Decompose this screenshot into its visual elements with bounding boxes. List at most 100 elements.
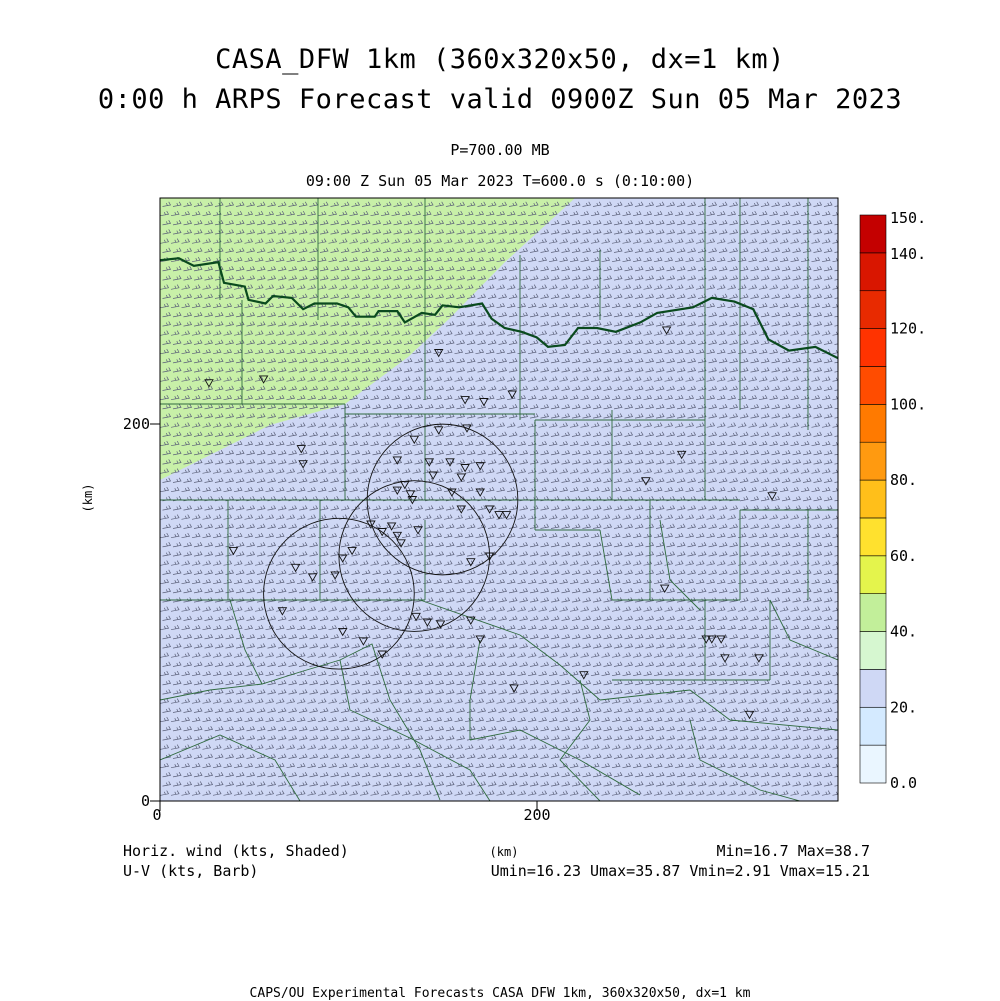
station-marker bbox=[767, 492, 777, 501]
footer-credit: CAPS/OU Experimental Forecasts CASA DFW … bbox=[249, 986, 751, 1001]
station-marker bbox=[228, 546, 239, 556]
station-marker bbox=[659, 584, 670, 594]
station-marker bbox=[435, 620, 446, 629]
color-bar-label: 120. bbox=[890, 320, 926, 338]
y-axis-unit-label: (km) bbox=[81, 484, 95, 513]
station-marker bbox=[475, 488, 485, 497]
color-bar-label: 60. bbox=[890, 547, 917, 565]
station-marker bbox=[405, 490, 416, 499]
station-marker bbox=[337, 554, 348, 563]
uv-stats-label: Umin=16.23 Umax=35.87 Vmin=2.91 Vmax=15.… bbox=[491, 862, 870, 880]
station-marker bbox=[330, 571, 340, 580]
station-marker bbox=[494, 511, 504, 520]
station-marker bbox=[258, 375, 269, 384]
station-marker bbox=[460, 464, 470, 473]
station-marker bbox=[676, 450, 687, 460]
station-marker bbox=[337, 627, 348, 637]
station-marker bbox=[661, 326, 672, 335]
station-marker bbox=[290, 563, 301, 573]
station-marker bbox=[484, 552, 495, 561]
station-marker bbox=[366, 520, 376, 529]
color-bar-swatch bbox=[859, 366, 887, 405]
county-boundaries bbox=[160, 198, 838, 801]
station-marker bbox=[392, 531, 403, 541]
station-marker bbox=[392, 486, 403, 496]
station-marker bbox=[422, 618, 433, 627]
color-bar-swatch bbox=[859, 744, 887, 784]
station-marker bbox=[720, 654, 730, 663]
color-bar-label: 0.0 bbox=[890, 774, 917, 792]
station-marker bbox=[744, 710, 755, 720]
station-marker bbox=[400, 480, 410, 490]
x-axis-unit-label: (km) bbox=[490, 845, 519, 859]
station-marker bbox=[392, 456, 403, 465]
color-bar-swatch bbox=[859, 593, 887, 632]
station-marker bbox=[484, 505, 495, 514]
station-marker bbox=[466, 616, 476, 626]
color-bar-swatch bbox=[859, 404, 887, 443]
station-marker bbox=[277, 607, 288, 616]
x-tick-0: 0 bbox=[152, 806, 161, 824]
station-marker bbox=[701, 635, 711, 644]
wind-barbs bbox=[160, 201, 838, 796]
county-lines bbox=[160, 198, 838, 801]
station-marker bbox=[456, 505, 467, 514]
radar-ring-1 bbox=[366, 423, 519, 576]
station-marker bbox=[407, 496, 418, 505]
station-marker bbox=[377, 528, 387, 537]
color-bar-label: 150. bbox=[890, 209, 926, 227]
color-bar-swatch bbox=[859, 479, 887, 519]
station-marker bbox=[707, 635, 717, 644]
station-marker bbox=[579, 671, 589, 680]
station-marker bbox=[475, 462, 485, 471]
color-bar-label: 80. bbox=[890, 471, 917, 489]
axis-ticks bbox=[150, 423, 538, 811]
x-tick-200: 200 bbox=[523, 806, 550, 824]
station-marker bbox=[409, 435, 420, 445]
color-bar-swatch bbox=[859, 669, 887, 708]
y-tick-200: 200 bbox=[123, 415, 150, 433]
station-marker bbox=[411, 612, 421, 622]
color-bar-swatch bbox=[859, 441, 887, 481]
station-marker bbox=[433, 349, 444, 358]
station-marker bbox=[507, 390, 517, 399]
station-marker bbox=[754, 654, 764, 663]
station-marker bbox=[377, 650, 387, 659]
color-bar-label: 100. bbox=[890, 395, 926, 413]
map-title-line-1: CASA_DFW 1km (360x320x50, dx=1 km) bbox=[215, 44, 785, 75]
station-marker bbox=[428, 471, 438, 480]
state-border-line bbox=[160, 257, 838, 360]
station-marker bbox=[466, 558, 476, 567]
station-marker bbox=[509, 684, 519, 693]
pressure-level-label: P=700.00 MB bbox=[450, 141, 550, 159]
color-bar-swatch bbox=[859, 631, 887, 670]
color-bar-swatch bbox=[859, 214, 887, 254]
color-bar-swatch bbox=[859, 290, 887, 329]
station-marker bbox=[460, 396, 470, 405]
map-title-line-2: 0:00 h ARPS Forecast valid 0900Z Sun 05 … bbox=[97, 84, 903, 115]
station-marker bbox=[347, 546, 357, 556]
color-bar-swatch bbox=[859, 328, 887, 367]
color-bar-label: 140. bbox=[890, 245, 926, 263]
station-marker bbox=[479, 398, 489, 407]
color-bar-label: 20. bbox=[890, 698, 917, 716]
station-marker bbox=[456, 473, 467, 482]
station-marker bbox=[298, 460, 308, 469]
radar-ring-3 bbox=[263, 517, 415, 670]
station-marker bbox=[447, 488, 457, 497]
station-marker bbox=[462, 424, 472, 433]
map-frame bbox=[159, 197, 839, 802]
station-marker bbox=[716, 635, 726, 644]
wind-barb-field bbox=[160, 201, 838, 796]
color-bar-label: 40. bbox=[890, 623, 917, 641]
station-marker bbox=[396, 539, 406, 548]
station-marker bbox=[204, 379, 214, 388]
station-marker bbox=[413, 526, 423, 535]
shaded-field-label: Horiz. wind (kts, Shaded) bbox=[123, 842, 349, 860]
station-marker bbox=[424, 458, 435, 467]
barb-field-label: U-V (kts, Barb) bbox=[123, 862, 258, 880]
station-marker bbox=[433, 426, 444, 435]
color-bar-swatch bbox=[859, 517, 887, 557]
color-scale-labels: 0.0 20. 40. 60. 80. 100. 120. 140. 150. bbox=[890, 209, 926, 792]
